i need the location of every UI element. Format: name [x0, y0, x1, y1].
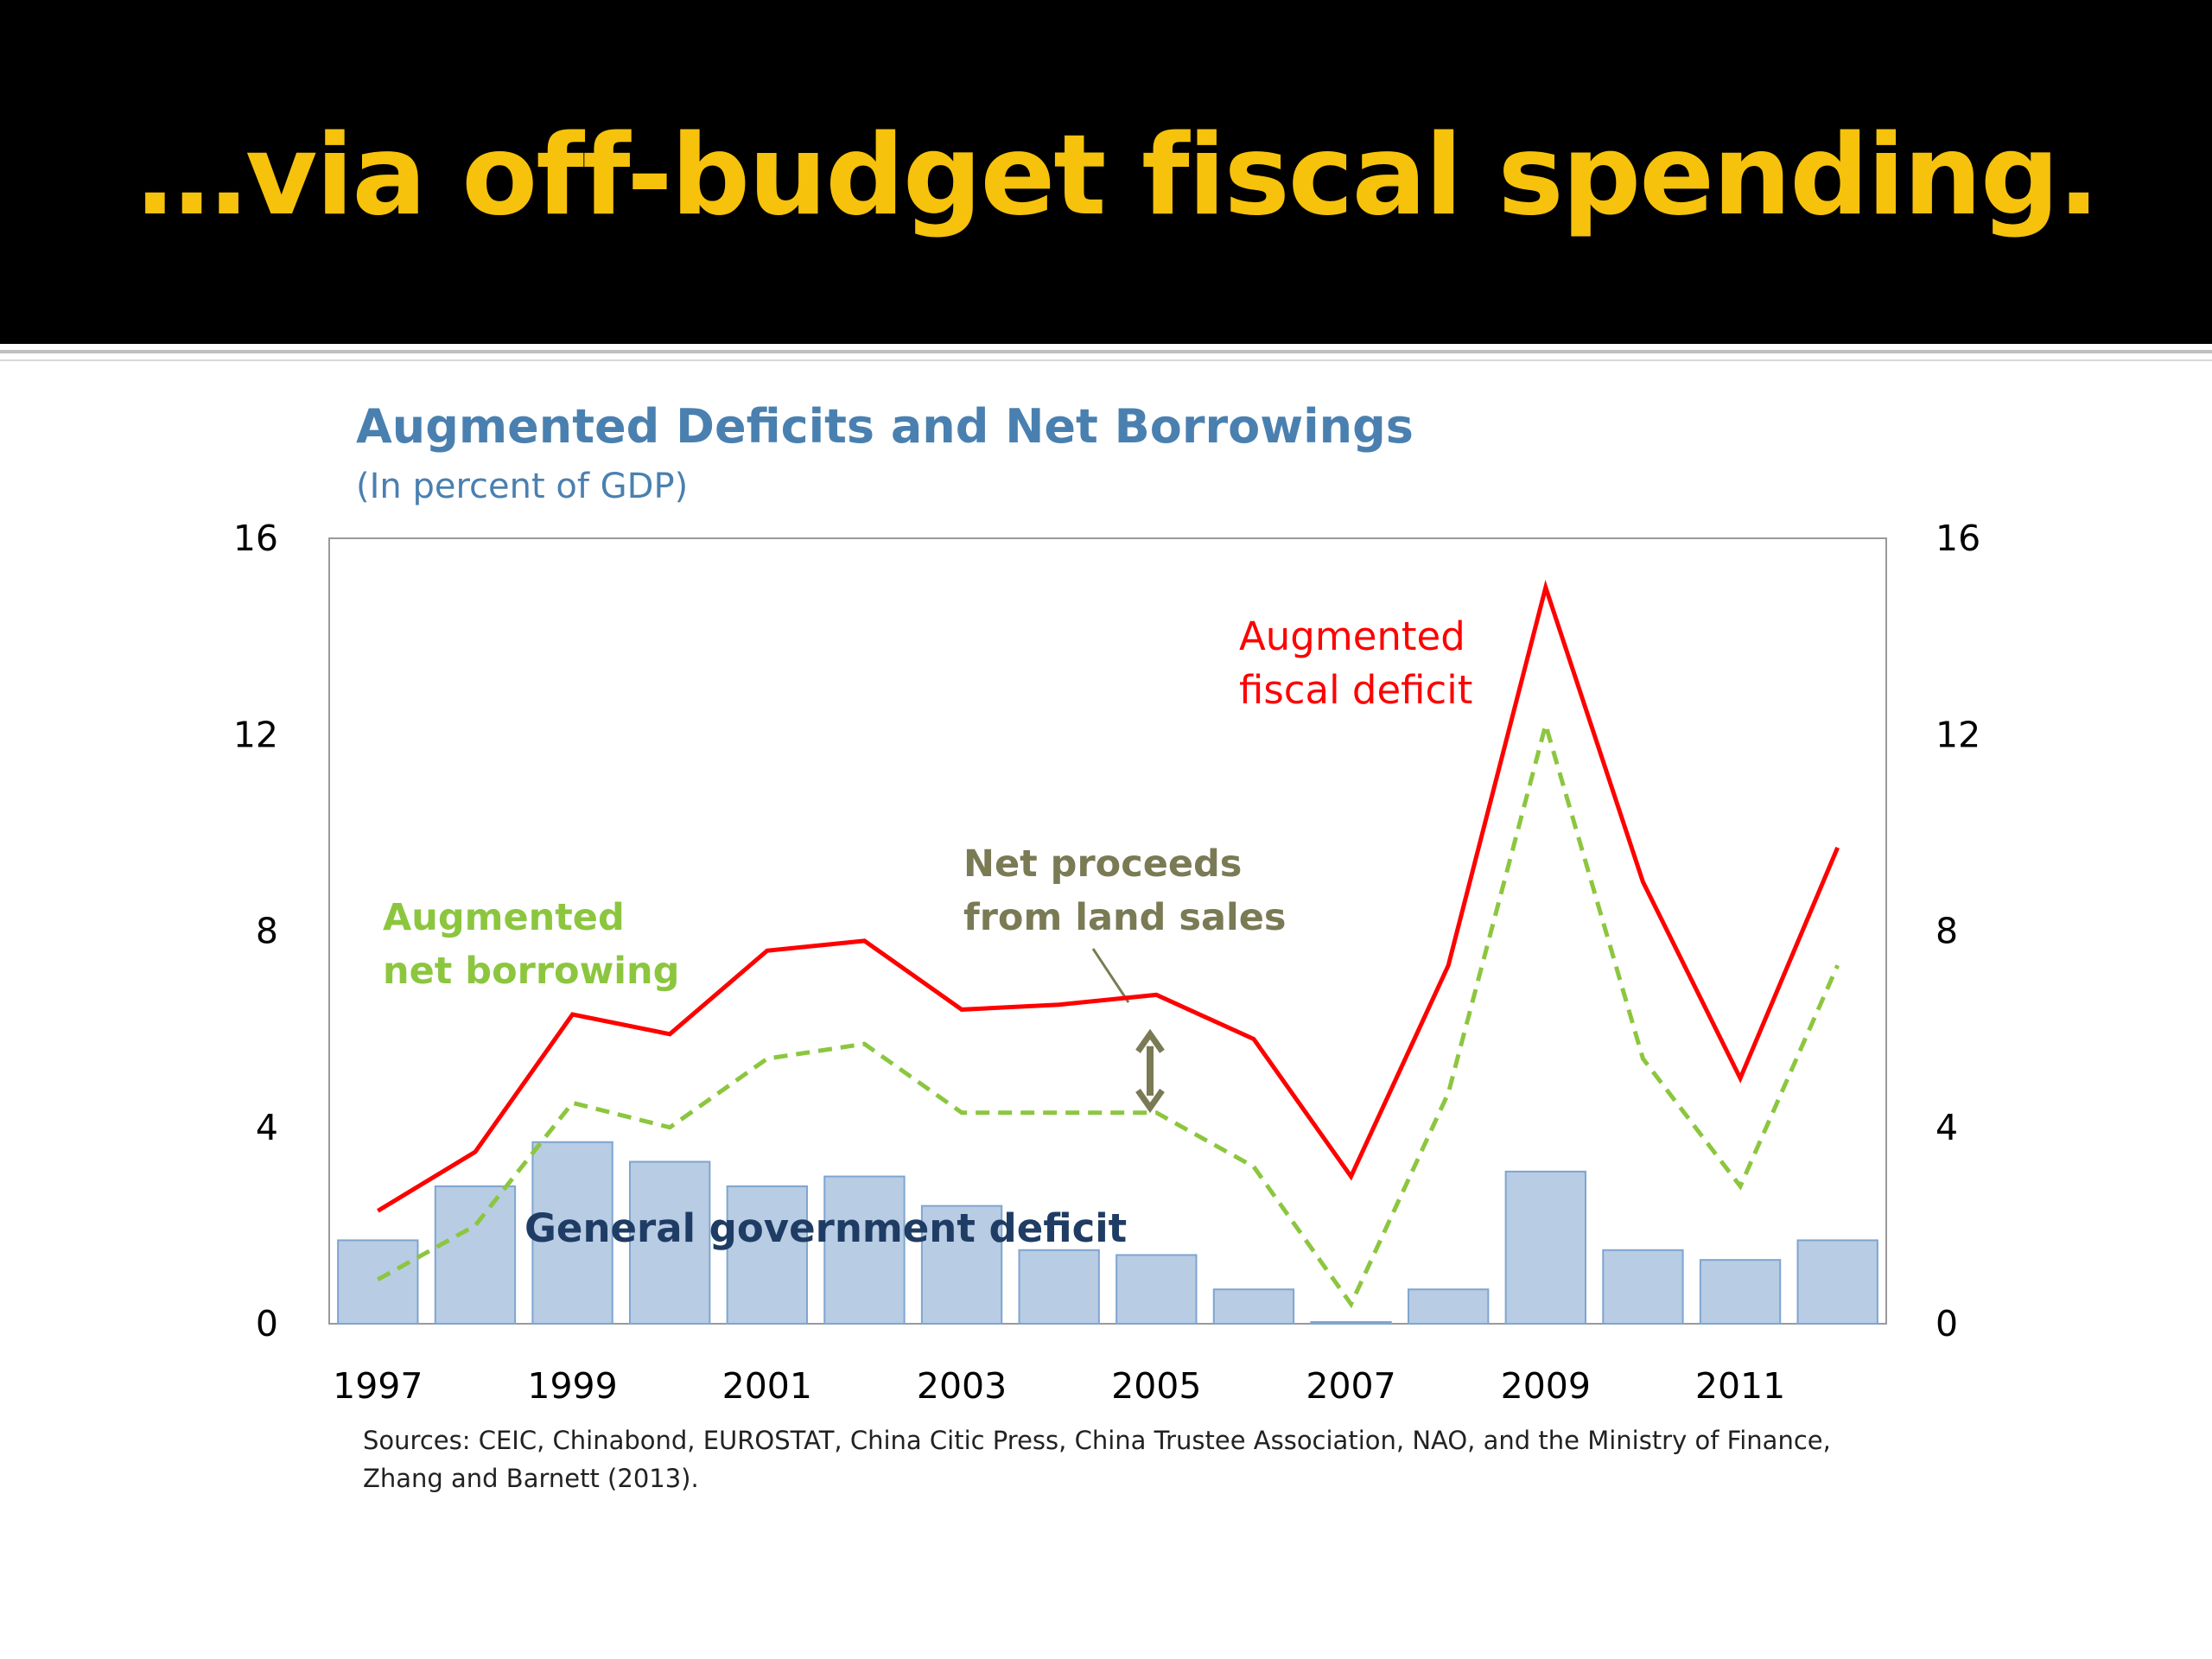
y-tick-right-4: 4 — [1936, 1107, 1958, 1148]
plot-frame — [328, 537, 1887, 1325]
x-tick-1999: 1999 — [527, 1365, 617, 1407]
x-tick-1997: 1997 — [333, 1365, 423, 1407]
bar-gov-deficit-2008 — [1408, 1288, 1490, 1325]
bar-gov-deficit-2009 — [1504, 1170, 1586, 1325]
bar-gov-deficit-2007 — [1310, 1321, 1392, 1325]
y-tick-left-8: 8 — [256, 911, 278, 952]
land-sales-leader — [1091, 948, 1130, 1003]
bar-gov-deficit-2012 — [1796, 1239, 1878, 1325]
line-augmented-net-borrowing — [377, 716, 1840, 1309]
bar-gov-deficit-2001 — [726, 1185, 808, 1325]
bar-gov-deficit-2004 — [1018, 1249, 1100, 1325]
bar-gov-deficit-1998 — [434, 1185, 517, 1325]
bar-gov-deficit-2005 — [1116, 1254, 1198, 1325]
sources-note: Sources: CEIC, Chinabond, EUROSTAT, Chin… — [363, 1426, 1831, 1493]
annotation-fiscal-deficit-line2: fiscal deficit — [1239, 667, 1472, 713]
annotation-net-borrowing-line1: Augmented — [383, 896, 625, 939]
y-tick-left-4: 4 — [256, 1107, 278, 1148]
title-bar — [0, 0, 2212, 344]
y-tick-left-12: 12 — [233, 714, 278, 755]
x-tick-2003: 2003 — [917, 1365, 1007, 1407]
annotation-land-sales-line1: Net proceeds — [963, 842, 1242, 886]
title-divider-thin — [0, 359, 2212, 361]
bar-gov-deficit-1999 — [531, 1141, 613, 1325]
x-tick-2001: 2001 — [722, 1365, 812, 1407]
y-tick-left-16: 16 — [233, 518, 278, 559]
bar-gov-deficit-2000 — [629, 1160, 711, 1325]
title-divider — [0, 350, 2212, 353]
bar-gov-deficit-1997 — [337, 1239, 419, 1325]
chart-subtitle: (In percent of GDP) — [356, 467, 689, 506]
bar-gov-deficit-2010 — [1602, 1249, 1684, 1325]
y-tick-right-12: 12 — [1936, 714, 1980, 755]
x-tick-2009: 2009 — [1501, 1365, 1591, 1407]
annotation-fiscal-deficit-line1: Augmented — [1239, 613, 1465, 659]
land-sales-arrow-head-down — [1135, 1089, 1165, 1114]
y-tick-right-16: 16 — [1936, 518, 1980, 559]
annotation-net-borrowing-line2: net borrowing — [383, 950, 679, 993]
y-tick-left-0: 0 — [256, 1303, 278, 1344]
bar-gov-deficit-2002 — [823, 1175, 906, 1325]
land-sales-arrow-head-up — [1135, 1028, 1165, 1053]
annotation-gov-deficit: General government deficit — [524, 1205, 1127, 1251]
x-tick-2007: 2007 — [1306, 1365, 1395, 1407]
x-tick-2005: 2005 — [1111, 1365, 1201, 1407]
chart-title: Augmented Deficits and Net Borrowings — [356, 399, 1414, 454]
y-tick-right-8: 8 — [1936, 911, 1958, 952]
bar-gov-deficit-2006 — [1212, 1288, 1295, 1325]
y-tick-right-0: 0 — [1936, 1303, 1958, 1344]
slide-title: …via off-budget fiscal spending. — [137, 111, 2100, 240]
line-augmented-fiscal-deficit — [377, 579, 1840, 1213]
annotation-land-sales-line2: from land sales — [963, 896, 1286, 939]
bar-gov-deficit-2011 — [1699, 1259, 1782, 1325]
x-tick-2011: 2011 — [1695, 1365, 1785, 1407]
bar-gov-deficit-2003 — [920, 1205, 1003, 1325]
